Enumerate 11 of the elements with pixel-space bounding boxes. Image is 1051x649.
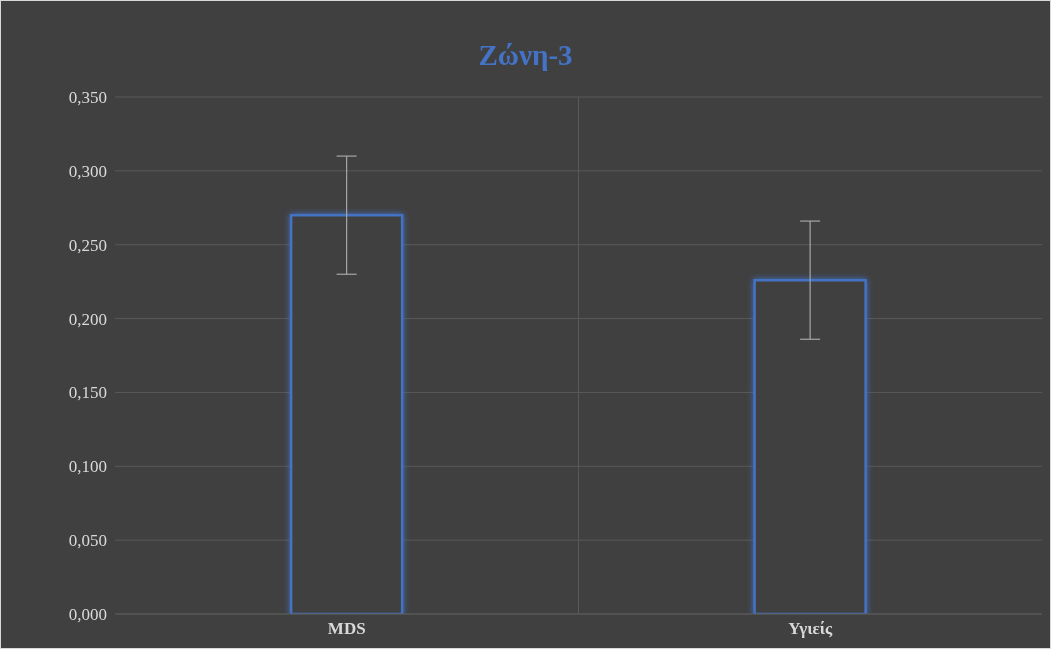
y-tick-label: 0,100: [68, 457, 107, 477]
y-tick-label: 0,000: [68, 605, 107, 625]
y-tick-label: 0,300: [68, 161, 107, 181]
y-tick-label: 0,350: [68, 88, 107, 108]
chart-title: Ζώνη-3: [477, 39, 574, 72]
y-tick-label: 0,050: [68, 531, 107, 551]
y-tick-label: 0,150: [68, 383, 107, 403]
y-tick-label: 0,250: [68, 235, 107, 255]
x-tick-label: MDS: [327, 619, 366, 639]
x-tick-label: Υγιείς: [788, 619, 834, 639]
y-tick-label: 0,200: [68, 309, 107, 329]
